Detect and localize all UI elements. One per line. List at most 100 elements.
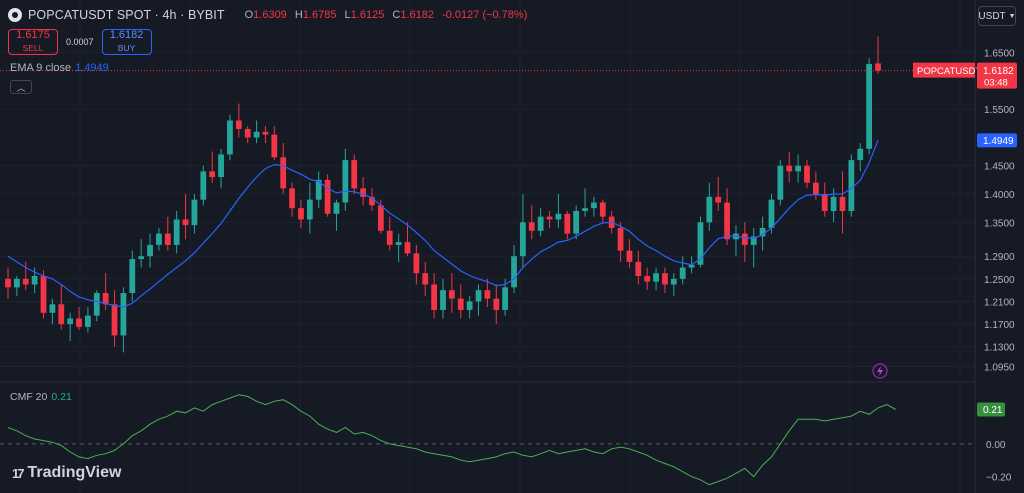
symbol-title[interactable]: POPCATUSDT SPOT · 4h · BYBIT [28,8,225,22]
candle-body [502,287,509,310]
cmf-tag-text: 0.21 [983,405,1003,416]
cmf-tick-label: −0.20 [986,473,1012,484]
candle-body [537,216,544,231]
candle [662,267,668,293]
candle-body [804,165,810,183]
candle-body [369,196,375,206]
candle [413,244,420,285]
candle [22,261,29,291]
candle-body [795,165,801,172]
candle-body [866,63,873,149]
price-axis[interactable]: 1.6500 1.5500 1.4500 1.4000 1.3500 1.2900 1.25… [984,49,1015,484]
candle-body [777,165,784,200]
candle [466,295,473,319]
candle-body [582,208,588,211]
candle-body [875,63,881,71]
ema-line [7,140,879,308]
candle [866,58,873,155]
candle-body [786,165,793,172]
cmf-legend-value: 0.21 [51,391,72,403]
currency-selector[interactable]: USDT ▼ [978,6,1016,26]
candle [315,171,322,209]
alert-icon[interactable] [872,363,888,379]
brand-name: TradingView [27,464,122,481]
candle [528,205,535,240]
candle-body [555,213,562,220]
candle-body [377,205,384,231]
candle [431,273,438,319]
cmf-legend[interactable]: CMF 20 0.21 [10,391,72,403]
symbol-tag-bg [913,62,975,78]
high-value: 1.6785 [302,9,337,21]
candle [857,143,864,172]
candle-body [413,253,420,274]
price-tick-label: 1.4000 [984,190,1015,201]
candle [218,148,224,189]
price-tick-label: 1.4500 [984,162,1015,173]
candle-body [315,179,322,200]
candle-body [262,131,269,135]
candle-body [599,202,606,217]
high-label: H [294,9,303,21]
candle [520,194,526,268]
candle [244,126,251,144]
sell-button[interactable]: 1.6175 SELL [8,29,58,55]
candle [786,151,793,183]
open-label: O [244,9,254,21]
candle [253,120,260,144]
candle [422,261,429,296]
candle-body [404,242,411,254]
candle [555,194,562,228]
candle-body [67,318,74,325]
candle [875,36,881,74]
candle-body [440,290,446,310]
candle-body [564,213,571,234]
buy-price: 1.6182 [109,29,144,41]
candle [289,182,295,217]
candle-body [830,196,837,211]
candle-body [839,196,846,211]
candle-body [102,292,109,305]
candle-body [848,160,855,211]
candle [839,171,846,234]
sell-label: SELL [22,43,44,53]
candle [191,194,198,234]
candle-body [218,154,224,178]
ema-legend-label: EMA 9 close [10,62,72,74]
candle-body [164,233,171,245]
price-tick-label: 1.3500 [984,218,1015,229]
buy-button[interactable]: 1.6182 BUY [101,29,152,55]
candle [138,239,145,268]
candle-body [528,222,535,231]
candle [795,154,801,183]
candle [40,270,47,319]
current-price-tag-bg [977,62,1017,89]
candle-body [857,148,864,161]
candle-body [360,188,366,197]
candle-body [227,120,233,155]
candle-body [386,230,393,245]
candle [511,244,517,293]
candle-body [298,208,304,220]
candle [573,205,580,240]
tradingview-logo[interactable]: 17 TradingView [12,464,121,482]
open-value: 1.6309 [253,9,287,21]
ema-legend-value: 1.4949 [75,62,109,74]
close-label: C [392,9,401,21]
candle [537,208,544,237]
candle-body [182,219,189,226]
candle-body [147,244,153,257]
candle-body [244,128,251,138]
candle [324,174,331,217]
candle-body [706,196,713,223]
collapse-legend-button[interactable]: ︿ [10,80,32,94]
candle [493,284,500,325]
ema-legend[interactable]: EMA 9 close 1.4949 [10,62,109,74]
price-tick-label: 1.2100 [984,297,1015,308]
candle [200,165,207,206]
candle-body [93,292,100,316]
low-label: L [344,9,351,21]
cmf-value-tag: 0.21 [977,402,1005,417]
price-tick-label: 1.6500 [984,49,1015,60]
